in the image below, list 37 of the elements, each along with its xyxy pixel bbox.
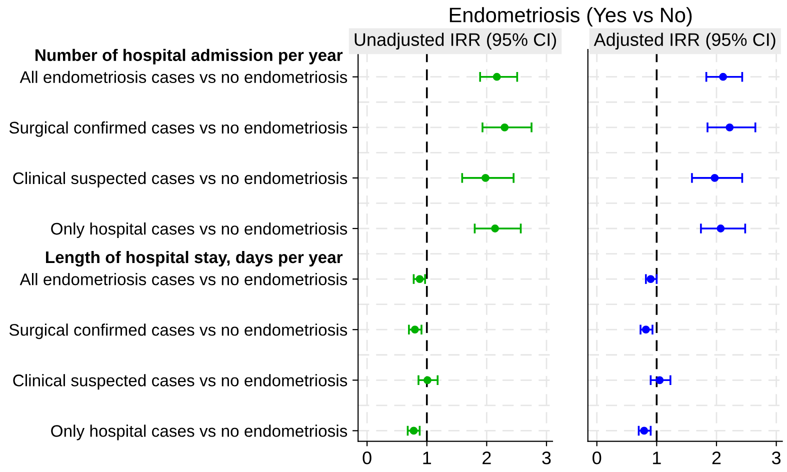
point (410, 326, 419, 334)
chart-subtitle: Unadjusted IRR (95% CI) (354, 32, 556, 50)
point (710, 174, 719, 182)
y-tick-label: Only hospital cases vs no endometriosis (51, 222, 348, 238)
x-tick-label: 3 (542, 452, 551, 464)
x-tick-label: 0 (362, 452, 372, 464)
point (492, 72, 501, 81)
text: Number of hospital admission per year (36, 48, 343, 64)
point (491, 224, 500, 232)
point (500, 123, 509, 132)
point (482, 174, 490, 182)
x-tick-label: 1 (423, 452, 432, 464)
y-tick-label: Surgical confirmed cases vs no endometriosis (9, 121, 348, 137)
x-tick-label: 2 (712, 452, 721, 464)
point (642, 326, 650, 334)
text: Length of hospital stay, days per year (46, 250, 343, 267)
point (416, 275, 424, 284)
y-tick-label: Clinical suspected cases vs no endometriosis (13, 374, 348, 390)
y-tick-label: All endometriosis cases vs no endometriosis (20, 273, 348, 286)
point (656, 376, 664, 384)
point (726, 123, 734, 132)
x-tick-label: 3 (772, 452, 781, 464)
point (410, 426, 418, 435)
point (716, 224, 725, 232)
point (646, 275, 655, 284)
point (640, 426, 648, 435)
y-tick-label: Only hospital cases vs no endometriosis (51, 424, 348, 440)
chart-subtitle: Adjusted IRR (95% CI) (594, 32, 776, 50)
x-tick-label: 0 (592, 452, 602, 464)
x-tick-label: 2 (482, 452, 491, 464)
y-tick-label: All endometriosis cases vs no endometriosis (20, 70, 348, 84)
x-tick-label: 1 (653, 452, 661, 464)
point (719, 72, 728, 81)
y-tick-label: Clinical suspected cases vs no endometriosis (13, 172, 348, 188)
chart-title: Endometriosis (Yes vs No) (450, 7, 692, 26)
y-tick-label: Surgical confirmed cases vs no endometriosis (9, 324, 348, 340)
point (424, 376, 432, 384)
